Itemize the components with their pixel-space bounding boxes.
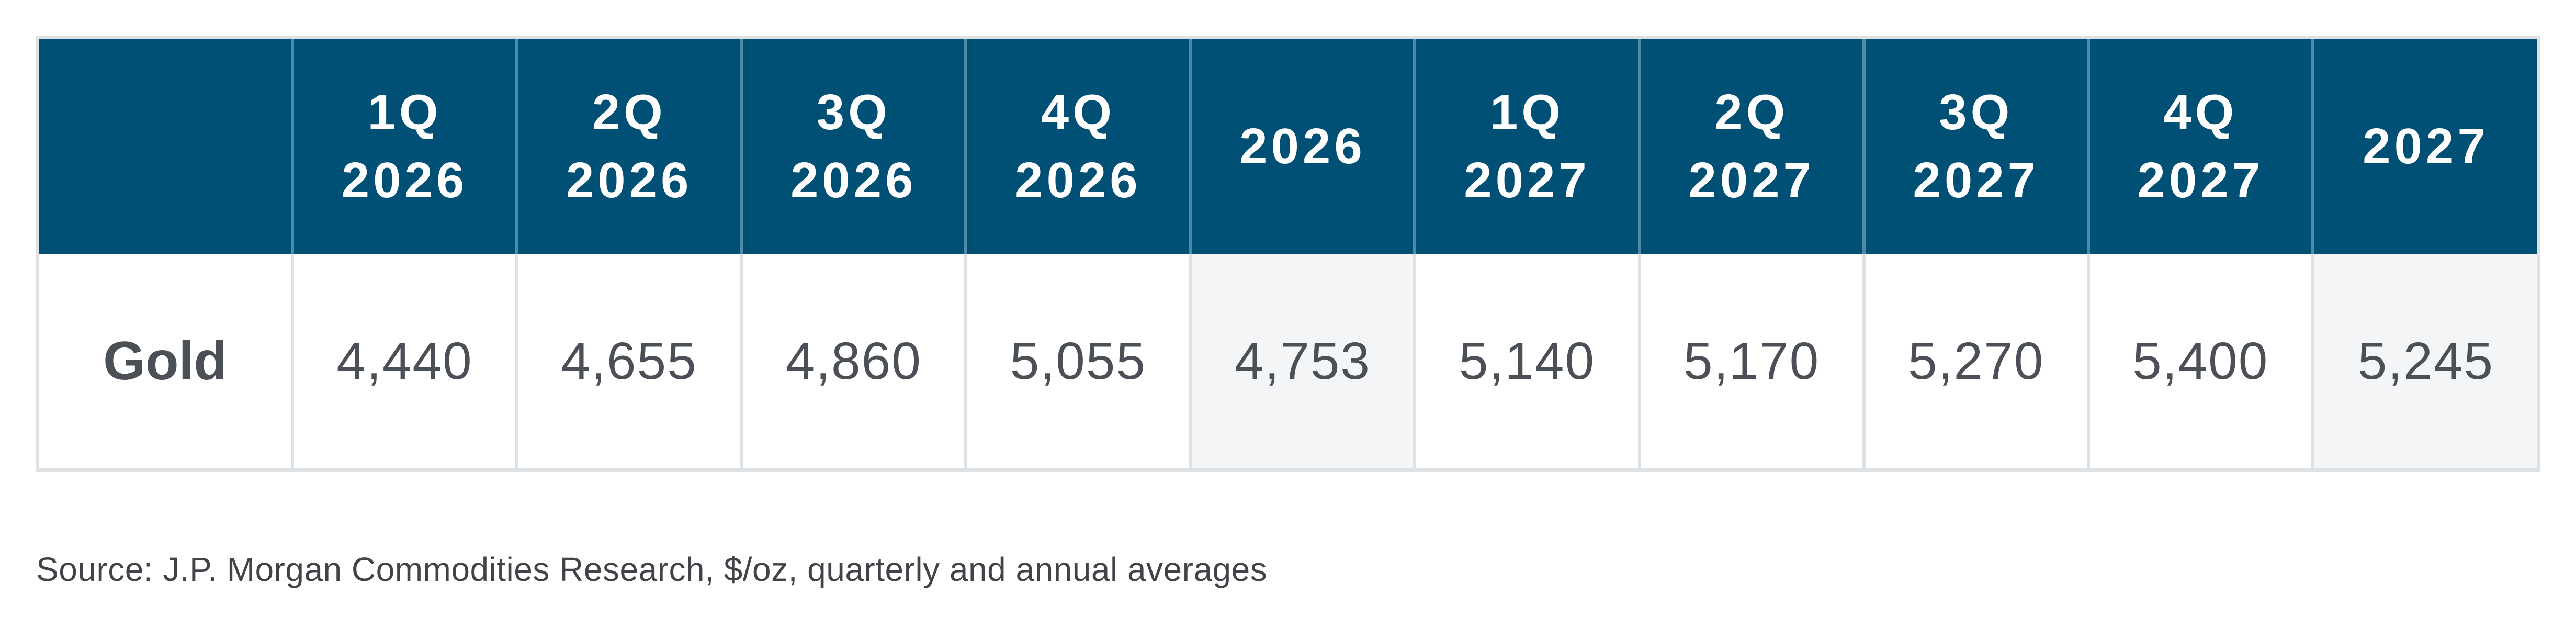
header-annual-label: 2026 bbox=[1239, 118, 1366, 175]
source-note: Source: J.P. Morgan Commodities Research… bbox=[36, 551, 1268, 588]
header-cell-4q-2026: 4Q 2026 bbox=[964, 39, 1191, 254]
header-period-label: 1Q bbox=[1489, 84, 1565, 141]
header-period-label: 4Q bbox=[2163, 84, 2238, 141]
header-year-label: 2027 bbox=[1688, 152, 1815, 208]
header-cell-2q-2026: 2Q 2026 bbox=[515, 39, 742, 254]
header-period-label: 3Q bbox=[1939, 84, 2014, 141]
header-period-label: 4Q bbox=[1041, 84, 1115, 141]
header-cell-1q-2026: 1Q 2026 bbox=[290, 39, 517, 254]
header-cell-1q-2027: 1Q 2027 bbox=[1413, 39, 1640, 254]
header-year-label: 2027 bbox=[1464, 152, 1590, 208]
value-cell-4q-2026: 5,055 bbox=[964, 254, 1191, 468]
header-period-label: 2Q bbox=[592, 84, 666, 141]
value-cell-1q-2027: 5,140 bbox=[1413, 254, 1640, 468]
header-cell-3q-2027: 3Q 2027 bbox=[1862, 39, 2088, 254]
header-period-label: 2Q bbox=[1714, 84, 1789, 141]
table-header-row: 1Q 2026 2Q 2026 3Q 2026 4Q 2026 2026 bbox=[39, 39, 2537, 254]
gold-forecast-table: 1Q 2026 2Q 2026 3Q 2026 4Q 2026 2026 bbox=[39, 39, 2537, 468]
header-cell-2q-2027: 2Q 2027 bbox=[1637, 39, 1864, 254]
value-cell-2026-annual: 4,753 bbox=[1189, 254, 1415, 468]
header-year-label: 2026 bbox=[566, 152, 693, 208]
value-cell-2027-annual: 5,245 bbox=[2311, 254, 2537, 468]
value-cell-2q-2026: 4,655 bbox=[515, 254, 742, 468]
header-year-label: 2027 bbox=[1913, 152, 2039, 208]
table-row-gold: Gold 4,440 4,655 4,860 5,055 4,753 5,140… bbox=[39, 254, 2537, 468]
header-cell-4q-2027: 4Q 2027 bbox=[2086, 39, 2313, 254]
header-cell-2027-annual: 2027 bbox=[2311, 39, 2537, 254]
header-year-label: 2026 bbox=[790, 152, 917, 208]
header-cell-3q-2026: 3Q 2026 bbox=[740, 39, 966, 254]
value-cell-1q-2026: 4,440 bbox=[290, 254, 517, 468]
header-year-label: 2026 bbox=[1015, 152, 1142, 208]
value-cell-4q-2027: 5,400 bbox=[2086, 254, 2313, 468]
header-year-label: 2027 bbox=[2137, 152, 2264, 208]
header-cell-row-label bbox=[39, 39, 292, 254]
header-cell-2026-annual: 2026 bbox=[1189, 39, 1415, 254]
header-year-label: 2026 bbox=[341, 152, 468, 208]
value-cell-3q-2027: 5,270 bbox=[1862, 254, 2088, 468]
row-label-gold: Gold bbox=[39, 254, 292, 468]
value-cell-2q-2027: 5,170 bbox=[1637, 254, 1864, 468]
forecast-table-frame: 1Q 2026 2Q 2026 3Q 2026 4Q 2026 2026 bbox=[36, 36, 2540, 472]
header-annual-label: 2027 bbox=[2363, 118, 2489, 175]
header-period-label: 1Q bbox=[367, 84, 442, 141]
value-cell-3q-2026: 4,860 bbox=[740, 254, 966, 468]
header-period-label: 3Q bbox=[816, 84, 891, 141]
